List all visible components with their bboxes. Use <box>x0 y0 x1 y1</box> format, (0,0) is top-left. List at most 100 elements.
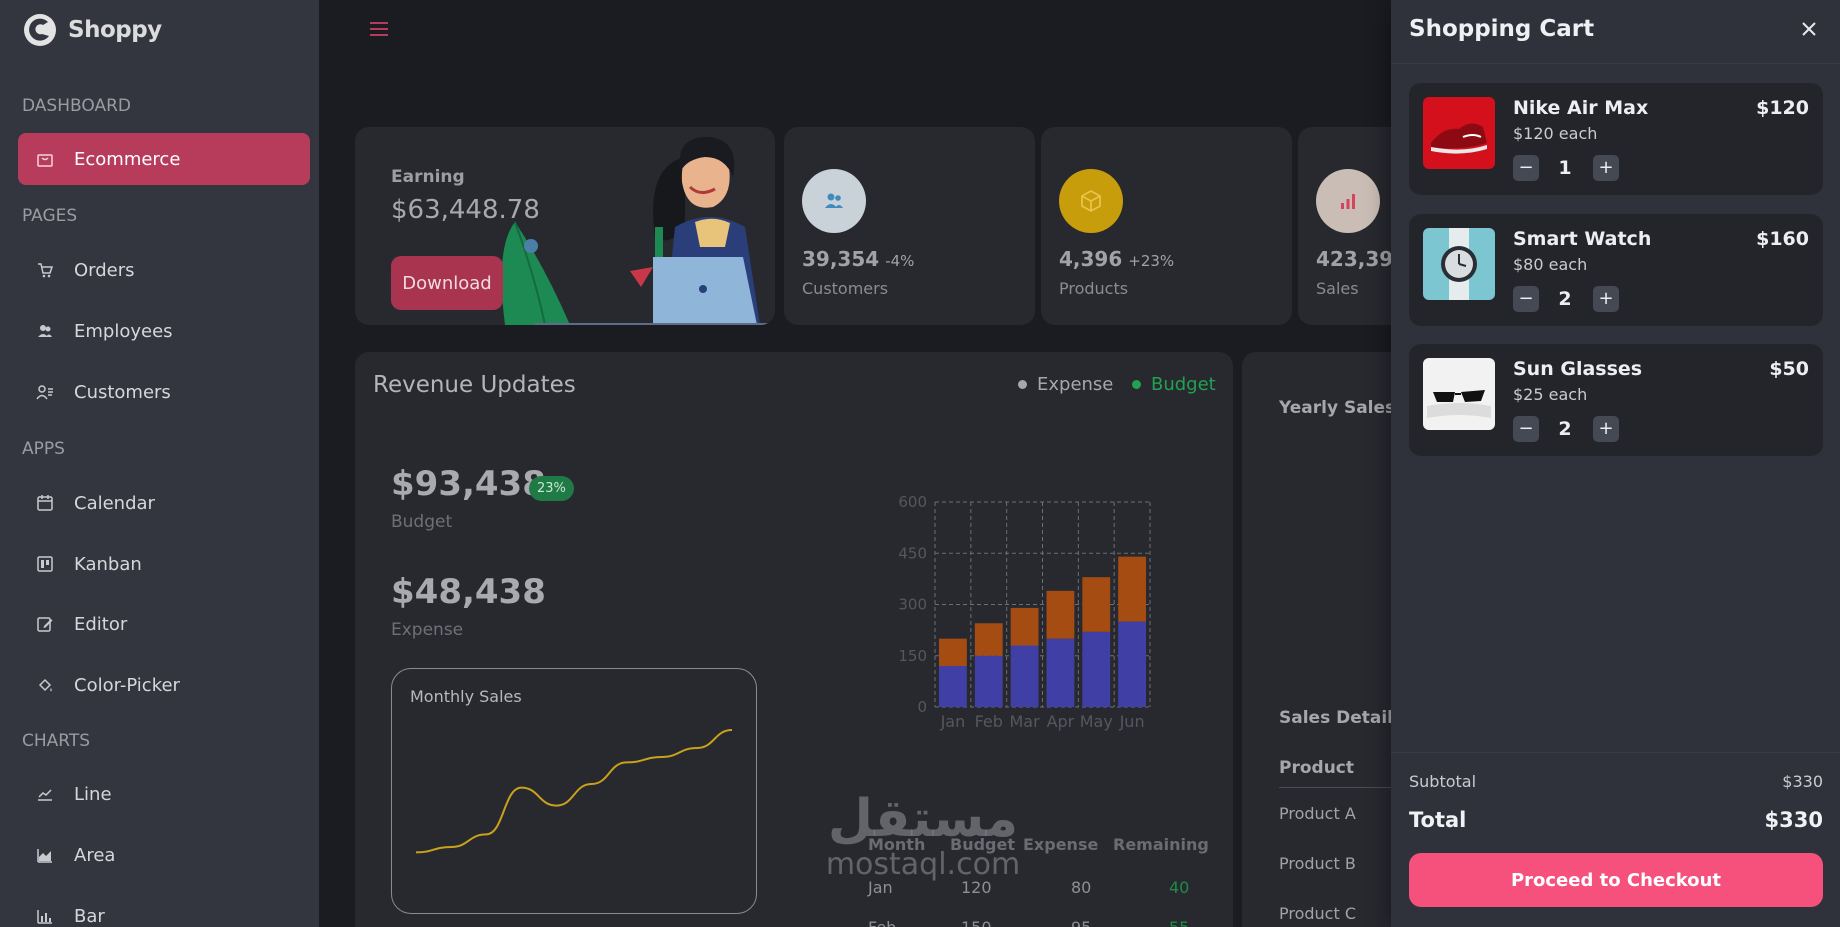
customers-icon-circle <box>802 169 866 233</box>
monthly-sales-line-chart <box>415 729 733 854</box>
close-icon <box>1802 22 1816 36</box>
expense-value: $48,438 <box>391 572 546 612</box>
increase-quantity-button[interactable]: + <box>1593 416 1619 442</box>
decrease-quantity-button[interactable]: − <box>1513 286 1539 312</box>
close-button[interactable] <box>1798 18 1820 40</box>
budget-badge: 23% <box>529 476 574 501</box>
line-chart-icon <box>38 789 52 801</box>
cart-item-name: Smart Watch <box>1513 228 1652 250</box>
sales-details-header: Product <box>1279 758 1354 778</box>
main-content: Earning $63,448.78 Download 39,354 -4% Cu… <box>319 0 1549 927</box>
sidebar-item-label: Employees <box>74 320 173 342</box>
sales-details-row: Product A <box>1279 804 1356 823</box>
monthly-sales-line <box>415 729 733 854</box>
sidebar-item-employees[interactable]: Employees <box>18 305 310 357</box>
sidebar-item-customers[interactable]: Customers <box>18 366 310 418</box>
table-cell: 55 <box>1169 918 1189 927</box>
cart-item: Nike Air Max $120 each $120 − 1 + <box>1409 83 1823 195</box>
watch-image <box>1423 228 1495 300</box>
earning-title: Earning <box>391 167 465 187</box>
y-tick-label: 0 <box>917 698 927 716</box>
shopping-bag-icon <box>37 154 53 167</box>
budget-label: Budget <box>391 512 453 532</box>
product-image <box>1423 228 1495 300</box>
employees-icon <box>38 325 52 337</box>
bar-expense <box>1010 607 1039 646</box>
box-icon <box>1081 189 1101 213</box>
sales-icon-circle <box>1316 169 1380 233</box>
table-header: Budget <box>950 835 1015 854</box>
bar-budget <box>974 655 1003 707</box>
quantity-value: 2 <box>1558 418 1572 440</box>
legend-expense[interactable]: Expense <box>1018 374 1113 395</box>
sidebar-item-area[interactable]: Area <box>18 829 310 881</box>
sidebar-item-kanban[interactable]: Kanban <box>18 538 310 590</box>
bar-budget <box>939 666 967 707</box>
sidebar-item-color-picker[interactable]: Color-Picker <box>18 659 310 711</box>
sneaker-image <box>1423 97 1495 169</box>
sidebar-item-label: Color-Picker <box>74 674 180 696</box>
stat-label: Sales <box>1316 279 1359 298</box>
subtotal-row: Subtotal $330 <box>1409 772 1823 791</box>
bar-chart-icon <box>1341 194 1355 209</box>
revenue-bar-chart: 0150300450600JanFebMarAprMayJunBudgetExp… <box>898 493 1151 731</box>
divider <box>1391 752 1840 753</box>
sidebar-item-editor[interactable]: Editor <box>18 598 310 650</box>
sidebar-item-ecommerce[interactable]: Ecommerce <box>18 133 310 185</box>
stat-label: Customers <box>802 279 889 298</box>
table-header: Expense <box>1023 835 1099 854</box>
sidebar-item-label: Area <box>74 844 116 866</box>
increase-quantity-button[interactable]: + <box>1593 155 1619 181</box>
y-tick-label: 150 <box>898 647 927 665</box>
legend-dot <box>1018 380 1027 389</box>
legend-budget[interactable]: Budget <box>1132 374 1216 395</box>
decrease-quantity-button[interactable]: − <box>1513 416 1539 442</box>
cart-item-price: $120 <box>1756 97 1809 119</box>
sidebar-item-label: Line <box>74 783 112 805</box>
table-header: Month <box>868 835 926 854</box>
decrease-quantity-button[interactable]: − <box>1513 155 1539 181</box>
shopping-cart-panel: Shopping Cart Nike Air Max $120 each $12… <box>1391 0 1840 927</box>
sidebar-item-bar[interactable]: Bar <box>18 890 310 927</box>
quantity-value: 1 <box>1558 157 1572 179</box>
stat-card-customers: 39,354 -4% Customers <box>784 127 1035 325</box>
y-tick-label: 450 <box>898 544 927 562</box>
stat-value: 39,354 -4% <box>802 247 915 271</box>
stat-label: Products <box>1059 279 1129 298</box>
earning-value: $63,448.78 <box>391 195 540 225</box>
total-row: Total $330 <box>1409 808 1823 832</box>
sidebar-item-label: Ecommerce <box>74 148 181 170</box>
x-tick-label: Apr <box>1047 712 1075 731</box>
table-cell: 40 <box>1169 878 1190 897</box>
sidebar-item-calendar[interactable]: Calendar <box>18 477 310 529</box>
total-value: $330 <box>1764 808 1823 832</box>
logo[interactable]: Shoppy <box>22 12 162 48</box>
expense-label: Expense <box>391 620 464 640</box>
bar-expense <box>1046 590 1075 639</box>
y-tick-label: 300 <box>898 596 927 614</box>
sunglasses-image <box>1423 358 1495 430</box>
cart-item-unit-price: $120 each <box>1513 124 1598 143</box>
sales-details-title: Sales Details <box>1279 708 1404 728</box>
sidebar-item-label: Customers <box>74 381 171 403</box>
customers-icon <box>36 385 53 400</box>
y-tick-label: 600 <box>898 493 927 511</box>
edit-icon <box>37 617 53 632</box>
sales-details-row: Product B <box>1279 854 1356 873</box>
download-button[interactable]: Download <box>391 256 503 310</box>
checkout-button[interactable]: Proceed to Checkout <box>1409 853 1823 907</box>
earning-card: Earning $63,448.78 Download <box>355 127 775 325</box>
sidebar-item-label: Orders <box>74 259 135 281</box>
table-cell: 95 <box>1071 918 1091 927</box>
cart-item: Sun Glasses $25 each $50 − 2 + <box>1409 344 1823 456</box>
menu-icon[interactable] <box>369 20 389 38</box>
increase-quantity-button[interactable]: + <box>1593 286 1619 312</box>
revenue-title: Revenue Updates <box>373 372 576 398</box>
logo-icon <box>24 14 56 46</box>
sidebar-item-line[interactable]: Line <box>18 768 310 820</box>
bar-expense <box>1082 577 1111 632</box>
sales-details-row: Product C <box>1279 904 1357 923</box>
revenue-card: Revenue Updates Expense Budget $93,438 2… <box>355 352 1233 927</box>
quantity-value: 2 <box>1558 288 1572 310</box>
sidebar-item-orders[interactable]: Orders <box>18 244 310 296</box>
